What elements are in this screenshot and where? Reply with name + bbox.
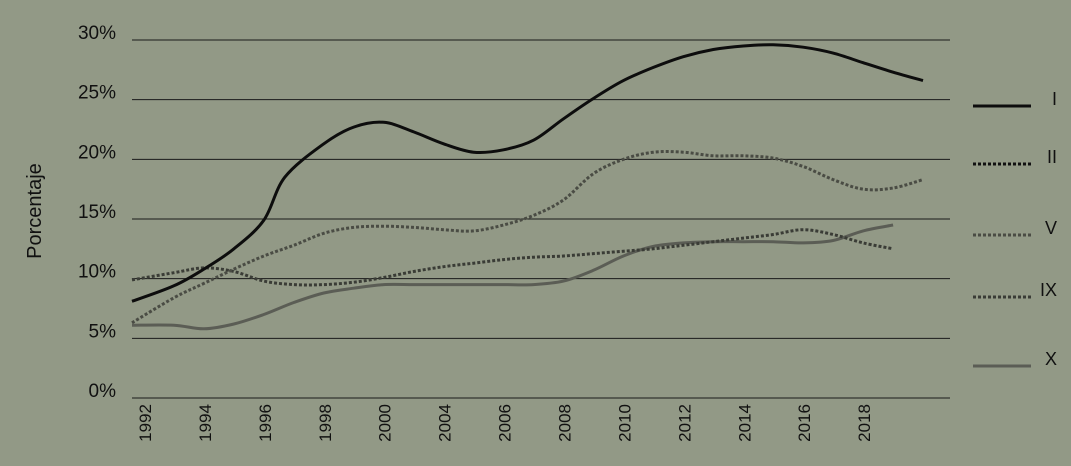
x-tick-label: 1994 [196,404,215,442]
legend-label-v: V [1045,218,1057,238]
grid-lines [132,39,950,399]
y-tick-label: 15% [78,202,116,223]
x-tick-label: 2018 [855,404,874,442]
series-line-i [131,43,924,303]
y-tick-label: 20% [78,142,116,163]
x-tick-label: 1992 [136,404,155,442]
x-tick-label: 2006 [496,404,515,442]
y-tick-label: 0% [89,381,117,402]
y-tick-label: 10% [78,262,116,283]
y-tick-labels: 30% 25% 20% 15% 10% 5% 0% [78,23,116,402]
x-tick-label: 2014 [735,404,754,442]
series-line-ix [131,228,894,287]
x-tick-labels: 1992 1994 1996 1998 2000 2004 2006 2008 2010 2012… [136,404,874,442]
x-tick-label: 1998 [316,404,335,442]
x-tick-label: 2012 [675,404,694,442]
series-line-v [131,150,924,325]
x-tick-label: 2008 [555,404,574,442]
x-tick-label: 2016 [795,404,814,442]
legend-label-i: I [1052,89,1057,109]
x-tick-label: 2010 [615,404,634,442]
y-axis-label: Porcentaje [24,163,46,259]
y-tick-label: 30% [78,23,116,44]
legend-label-ix: IX [1040,280,1057,300]
y-tick-label: 25% [78,83,116,104]
x-tick-label: 2000 [376,404,395,442]
y-tick-label: 5% [89,321,117,342]
series-line-x [131,223,894,331]
legend-label-x: X [1045,349,1057,369]
legend-label-ii: II [1047,147,1057,167]
x-tick-label: 1996 [256,404,275,442]
x-tick-label: 2004 [436,404,455,442]
series-lines [131,43,924,331]
